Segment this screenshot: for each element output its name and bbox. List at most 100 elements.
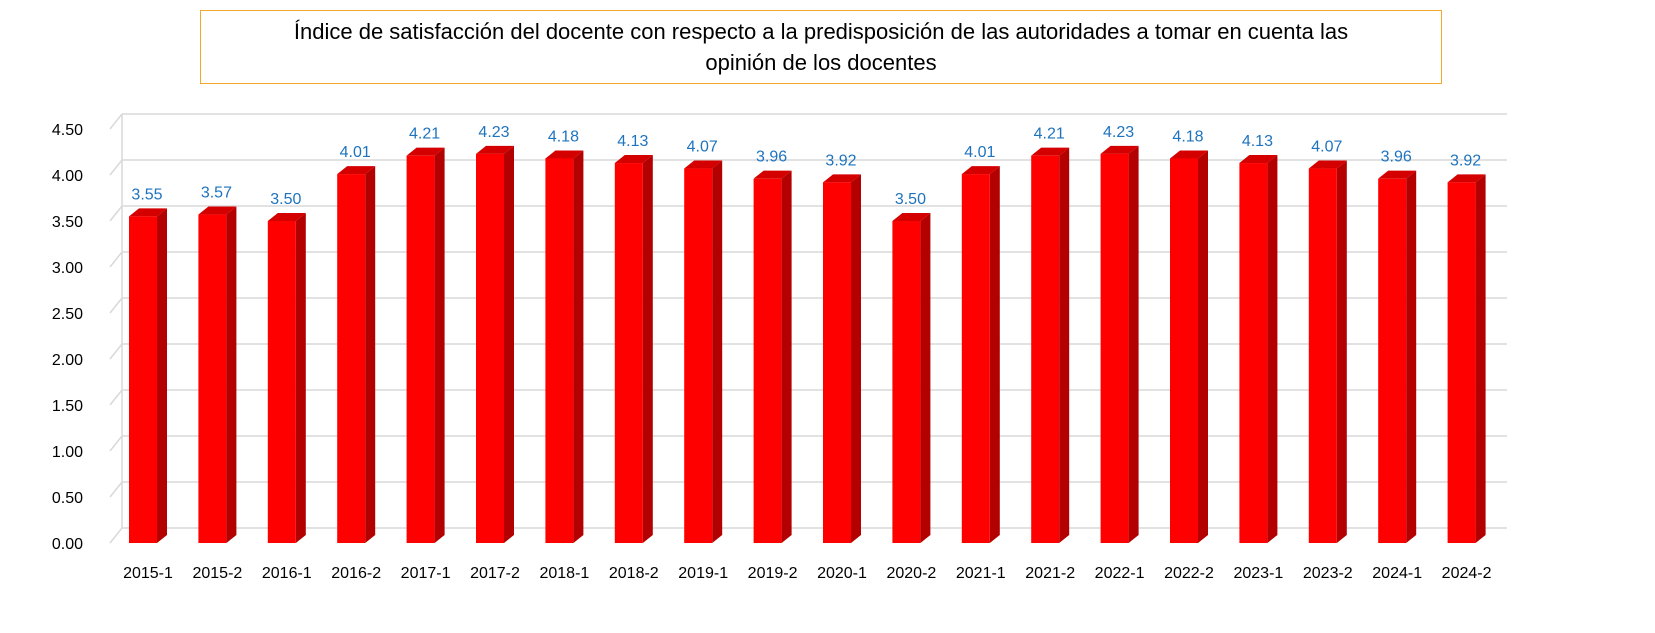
- bar-top: [1100, 145, 1139, 154]
- x-tick-label: 2015-1: [123, 565, 173, 582]
- y-tick-label: 2.50: [52, 306, 83, 323]
- data-label: 4.21: [1034, 126, 1065, 143]
- data-label: 4.01: [340, 144, 371, 161]
- bar-top: [337, 166, 376, 175]
- bar-top: [684, 160, 723, 169]
- x-tick-label: 2023-1: [1233, 565, 1283, 582]
- gridline-depth: [109, 251, 123, 268]
- x-tick-label: 2017-2: [470, 565, 520, 582]
- bar: [614, 163, 643, 544]
- x-tick-label: 2019-2: [748, 565, 798, 582]
- bar-top: [1239, 155, 1278, 164]
- bar-top: [1378, 170, 1417, 179]
- bar-side: [1475, 174, 1486, 544]
- x-tick-label: 2018-2: [609, 565, 659, 582]
- bar-side: [1128, 145, 1139, 543]
- bar-top: [961, 166, 1000, 175]
- bar-side: [434, 147, 445, 543]
- bar: [684, 168, 713, 543]
- data-label: 3.57: [201, 185, 232, 202]
- data-label: 4.07: [687, 139, 718, 156]
- data-label: 4.07: [1311, 139, 1342, 156]
- x-tick-label: 2022-1: [1095, 565, 1145, 582]
- bar-side: [1198, 150, 1208, 543]
- data-label: 4.13: [617, 133, 648, 150]
- x-tick-label: 2023-2: [1303, 565, 1353, 582]
- data-label: 4.13: [1242, 133, 1273, 150]
- bar-side: [642, 155, 653, 544]
- bar-side: [712, 160, 723, 543]
- bar-top: [753, 170, 792, 179]
- data-label: 4.01: [964, 144, 995, 161]
- gridline-depth: [109, 113, 123, 130]
- bar: [753, 178, 782, 543]
- x-tick-label: 2018-1: [539, 565, 589, 582]
- x-tick-label: 2020-2: [886, 565, 936, 582]
- bar-top: [1031, 147, 1070, 156]
- y-tick-label: 4.50: [52, 122, 83, 139]
- chart-title-line-2: opinión de los docentes: [705, 50, 937, 75]
- y-tick-label: 0.50: [52, 490, 83, 507]
- bar-top: [892, 213, 931, 221]
- bar: [961, 174, 990, 543]
- gridline-depth: [109, 481, 123, 498]
- bar-side: [1059, 147, 1070, 543]
- bar-top: [267, 213, 306, 221]
- gridline-depth: [109, 435, 123, 452]
- bar-side: [1336, 160, 1347, 543]
- y-tick-label: 2.00: [52, 352, 83, 369]
- data-label: 4.21: [409, 126, 440, 143]
- bar: [198, 214, 227, 543]
- bar-side: [226, 206, 237, 543]
- bar: [129, 216, 157, 543]
- data-label: 3.96: [1381, 149, 1412, 166]
- x-tick-label: 2022-2: [1164, 565, 1214, 582]
- gridline-depth: [109, 159, 123, 176]
- gridline-depth: [109, 343, 123, 360]
- data-label: 3.92: [1450, 152, 1481, 169]
- data-label: 4.18: [548, 128, 579, 145]
- bar-side: [157, 208, 167, 543]
- data-label: 3.55: [131, 186, 162, 203]
- bar: [406, 155, 435, 543]
- bar-top: [129, 208, 167, 217]
- x-tick-label: 2019-1: [678, 565, 728, 582]
- data-label: 4.23: [478, 124, 509, 141]
- bar-top: [1308, 160, 1347, 169]
- gridline-depth: [109, 205, 123, 222]
- bar: [476, 153, 504, 543]
- bar-top: [614, 155, 653, 164]
- y-tick-label: 1.50: [52, 398, 83, 415]
- bar: [1170, 158, 1198, 543]
- data-label: 4.23: [1103, 124, 1134, 141]
- gridline-depth: [109, 527, 123, 544]
- gridline-depth: [109, 389, 123, 406]
- data-label: 4.18: [1172, 128, 1203, 145]
- bar-side: [781, 170, 792, 543]
- x-tick-label: 2017-1: [401, 565, 451, 582]
- bar-side: [1406, 170, 1417, 543]
- bar-top: [406, 147, 445, 156]
- x-tick-label: 2016-2: [331, 565, 381, 582]
- bar-top: [1447, 174, 1486, 183]
- bar-side: [1267, 155, 1278, 544]
- bar-side: [851, 174, 861, 544]
- bar: [1031, 155, 1060, 543]
- bar-top: [1170, 150, 1208, 159]
- data-label: 3.92: [825, 152, 856, 169]
- bar-top: [823, 174, 861, 183]
- bar: [545, 158, 574, 543]
- x-tick-label: 2024-2: [1442, 565, 1492, 582]
- y-tick-label: 0.00: [52, 536, 83, 553]
- bar: [1378, 178, 1407, 543]
- bar-side: [573, 150, 584, 543]
- y-tick-label: 3.50: [52, 214, 83, 231]
- bar-side: [365, 166, 376, 543]
- x-tick-label: 2020-1: [817, 565, 867, 582]
- y-tick-label: 1.00: [52, 444, 83, 461]
- data-label: 3.96: [756, 149, 787, 166]
- bar-top: [545, 150, 584, 159]
- x-tick-label: 2021-2: [1025, 565, 1075, 582]
- x-tick-label: 2016-1: [262, 565, 312, 582]
